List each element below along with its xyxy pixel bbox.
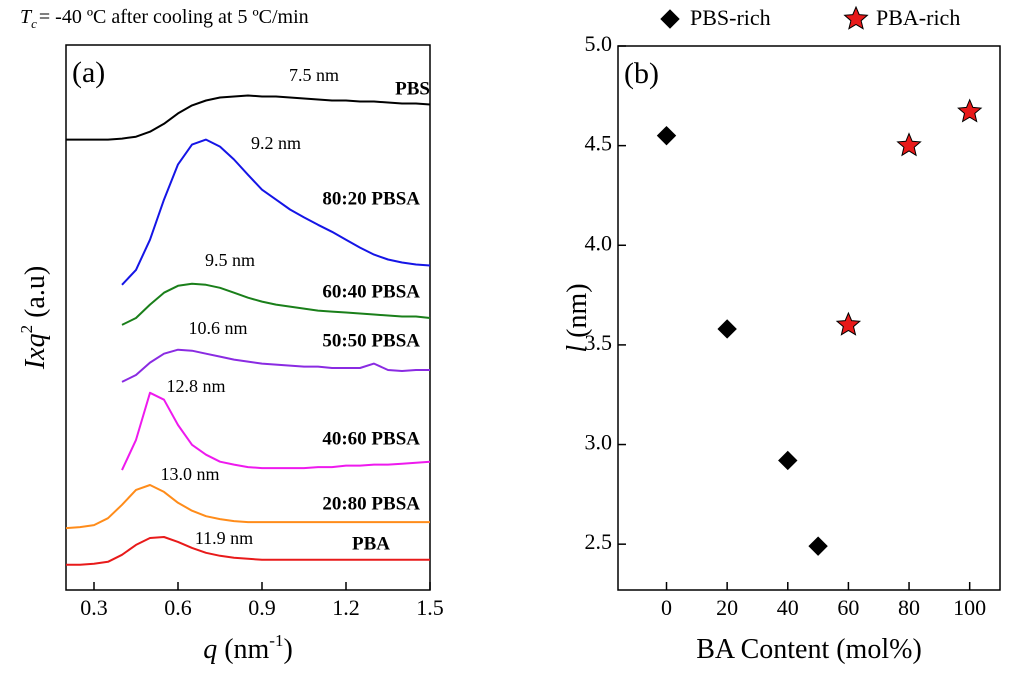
- x-axis-label-part: (nm: [217, 634, 269, 665]
- y-tick-label: 5.0: [585, 31, 613, 56]
- x-axis-label-part: BA Content (mol%): [696, 634, 922, 665]
- y-tick-label: 4.0: [585, 230, 613, 255]
- curve: [66, 94, 431, 141]
- chart-title: Tc = -40 ºC after cooling at 5 ºC/min: [20, 6, 309, 31]
- curve: [121, 391, 431, 471]
- curve: [121, 282, 431, 326]
- x-tick-label: 0.6: [164, 595, 192, 620]
- legend-marker: [843, 5, 869, 30]
- point: [957, 98, 983, 123]
- x-tick-label: 1.2: [332, 595, 360, 620]
- legend-label: PBA-rich: [876, 5, 960, 30]
- x-tick-label: 100: [953, 595, 986, 620]
- x-tick-label: 20: [716, 595, 738, 620]
- y-axis-label-part: (nm): [562, 283, 593, 344]
- series-label: 80:20 PBSA: [322, 188, 420, 209]
- x-tick-label: 40: [777, 595, 799, 620]
- y-tick-label: 3.0: [585, 430, 613, 455]
- panel-label: (b): [624, 57, 659, 90]
- point: [808, 536, 828, 556]
- curve: [121, 348, 430, 383]
- y-tick-label: 4.5: [585, 131, 613, 156]
- series-label: PBS: [395, 78, 430, 99]
- legend-marker: [660, 9, 680, 29]
- series-label: 40:60 PBSA: [322, 428, 420, 449]
- point: [835, 311, 862, 336]
- y-tick-label: 2.5: [585, 529, 613, 554]
- series-label: 20:80 PBSA: [322, 493, 420, 514]
- peak-annotation: 10.6 nm: [188, 318, 247, 338]
- plot-frame: [617, 45, 1001, 591]
- series-label: 50:50 PBSA: [322, 330, 420, 351]
- title-text: = -40 ºC after cooling at 5 ºC/min: [39, 6, 309, 28]
- legend-label: PBS-rich: [690, 5, 771, 30]
- panel-label: (a): [72, 56, 105, 89]
- series-label: 60:40 PBSA: [322, 281, 420, 302]
- point: [656, 125, 677, 146]
- y-axis-label-part: 2: [17, 325, 36, 334]
- x-tick-label: 60: [837, 595, 859, 620]
- x-tick-label: 80: [898, 595, 920, 620]
- x-tick-label: 0: [661, 595, 672, 620]
- peak-annotation: 12.8 nm: [166, 376, 225, 396]
- x-axis-label-part: q: [203, 634, 217, 665]
- y-axis-label: Ixq2 (a.u): [17, 266, 52, 370]
- x-axis-label: BA Content (mol%): [696, 634, 922, 665]
- point: [778, 450, 798, 471]
- peak-annotation: 11.9 nm: [195, 528, 253, 548]
- point: [717, 319, 737, 339]
- curve: [66, 536, 430, 566]
- y-axis-label-part: Ixq: [20, 333, 51, 370]
- y-axis-label-part: l: [562, 345, 593, 353]
- peak-annotation: 9.2 nm: [251, 133, 301, 153]
- y-axis-label: l (nm): [562, 283, 593, 352]
- peak-annotation: 7.5 nm: [289, 65, 339, 85]
- curve: [121, 138, 431, 286]
- y-axis-label-part: (a.u): [20, 266, 51, 325]
- curve: [65, 484, 430, 530]
- x-tick-label: 0.9: [248, 595, 276, 620]
- peak-annotation: 13.0 nm: [160, 464, 219, 484]
- series-label: PBA: [352, 533, 390, 554]
- x-axis-label-part: -1: [269, 631, 283, 650]
- x-tick-label: 0.3: [80, 595, 108, 620]
- point: [896, 132, 922, 157]
- x-tick-label: 1.5: [416, 595, 444, 620]
- x-axis-label-part: ): [283, 634, 292, 665]
- title-symbol: T: [20, 6, 33, 28]
- x-axis-label: q (nm-1): [203, 631, 293, 666]
- peak-annotation: 9.5 nm: [205, 250, 255, 270]
- title-subscript: c: [31, 16, 37, 31]
- y-tick-label: 3.5: [585, 330, 613, 355]
